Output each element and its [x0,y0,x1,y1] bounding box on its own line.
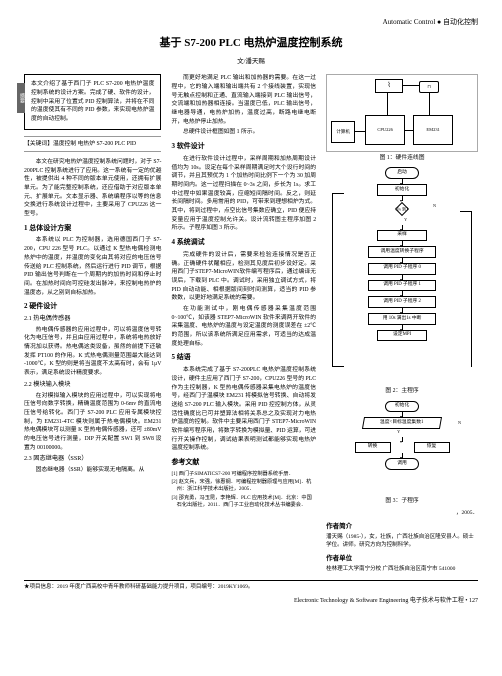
abstract-text: 本文介绍了基于西门子 PLC S7-200 电热炉温度控制系统的设计方案。完成了… [31,81,154,122]
ref-2: [2] 赵文兵，宋强，徐惠钢．可编程控制器原理与应用[M]．杭州：浙江科学技术出… [177,479,316,494]
sec4-p2: 在功能测试中，刚电偶传感器采集温度范围 0~100℃，如该器 STEP7-Mic… [171,305,316,348]
fc3-convert: 转换 [355,442,391,454]
figure-3-flowchart: 初始化 温度<目标温度集数1 N Y 转换 恢复 调用 [326,401,478,497]
sec4-title: 4 系统调试 [171,238,316,248]
fc3-restore: 恢复 [414,442,450,454]
fc-interrupt: 用 10s 满出1s 中断 [368,313,436,325]
col2-p0: 而更好地满足 PLC 输出和加热器的需要。在这一过程中，它的输入端和输出端共有 … [171,74,316,126]
sec2-3-p1: 固态继电器（SSR）能够实现无电隔离。从 [24,466,161,475]
sec3-p1: 在进行软件设计过程中，采样周期和加热周期设计值均为 10s。设定在每个采样周期满… [171,155,316,233]
abstract-tab: 摘要 [17,83,25,113]
author-info-title: 作者简介 [326,522,478,531]
article-title: 基于 S7-200 PLC 电热炉温度控制系统 [24,36,478,51]
fc-sample: 采样 [377,230,427,242]
references: [1] 西门子SIMATICS7-200 可编程序控制器系统手册． [2] 赵文… [171,471,316,509]
fig3-caption: 图 3：子程序 [326,497,478,505]
page-footer: Electronic Technology & Software Enginee… [24,597,478,605]
refs-title: 参考文献 [171,458,316,468]
sec3-title: 3 软件设计 [171,142,316,152]
unit-p1: 桂林理工大学南宁分校 广西壮族自治区南宁市 541000 [326,566,478,574]
author-info-p1: 潘天赐（1985-），女，壮族，广西壮族自治区隆安县人。硕士学位。讲师。研究方向… [326,534,478,549]
sec2-1-title: 2.1 热电偶传感器 [24,315,161,324]
fc3-y: Y [397,429,400,434]
ref-3: [3] 邵克勇，冯玉昆，李艳辉．PLC 应用技术[M]．北京：中国石化出版社，2… [177,495,316,510]
author-info: 潘天赐（1985-），女，壮族，广西壮族自治区隆安县人。硕士学位。讲师。研究方向… [326,534,478,549]
col2-p0b: 总硬件设计框图如图 1 所示。 [171,128,316,137]
author-line: 文/潘天赐 [24,57,478,66]
fc3-init: 初始化 [385,401,419,413]
fc-start: 启动 [385,167,419,179]
fc-temp-conv: 调用温度转换子程序 [368,246,436,258]
intro-p1: 本文在研究电热炉温度控制系统问题时，对于 S7-200PLC 控制系统进行了应用… [24,158,161,219]
fc-pid2: 调用 PID 子程序 2 [368,296,436,308]
fig1-caption: 图 1：硬件连线图 [326,154,478,162]
fc-label-n: N [433,203,436,209]
abstract-box: 摘要 本文介绍了基于西门子 PLC S7-200 电热炉温度控制系统的设计方案。… [24,74,161,129]
sec5-p1: 本系统完成了基于 S7-200PLC 电热炉温度控制系统设计，硬件主应用了西门子… [171,366,316,453]
keywords: 【关键词】温度控制 电热炉 S7-200 PLC PID [24,136,161,152]
fc-pid1: 调用 PID 子程序 1 [368,280,436,292]
sec2-2-p1: 在对模拟输入模块的应用过程中，可以实现将电压信号向数字转换，精确温度范围为 0-… [24,392,161,453]
sec2-2-title: 2.2 模块输入模块 [24,381,161,390]
project-footer: ★项目信息：2019 年度广西高校中青年教师科研基础能力提升项目，项目编号：20… [24,580,478,592]
fc3-decision: 温度<目标温度集数1 [362,417,442,429]
sec2-title: 2 硬件设计 [24,302,161,312]
fc-pid0: 调用 PID 子程序 0 [368,263,436,275]
figure-2-flowchart: 启动 初始化 10s 到？ N Y 采样 调用温度转换子程序 调用 PID 子程… [326,167,478,387]
fc-decision-10s: 10s 到？ [395,202,409,216]
sec2-3-title: 2.3 固态继电器（SSR） [24,455,161,464]
sec1-title: 1 总体设计方案 [24,224,161,234]
sec2-1-p1: 热电偶传感器的应用过程中，可以将温度信号转化为电压信号，并且由应用过程中，系统将… [24,326,161,378]
hw-computer: 计算机 [331,121,355,143]
ref-year: ，2005． [326,510,478,518]
hw-em231: EM231 [413,115,453,145]
fc-init: 初始化 [377,184,427,196]
fc-mpi: 设定MPI [377,330,427,342]
unit-title: 作者单位 [326,554,478,563]
ref-1: [1] 西门子SIMATICS7-200 可编程序控制器系统手册． [177,471,316,478]
hw-cpu: CPU226 [365,115,405,145]
unit-info: 桂林理工大学南宁分校 广西壮族自治区南宁市 541000 [326,566,478,574]
header-category: Automatic Control ● 自动化控制 [24,18,478,28]
figure-1-hardware: 计算机 CPU226 EM231 ⌇ ⊓ [326,74,478,152]
fc-label-y: Y [404,217,407,222]
hw-heater: ⌇ [375,79,403,93]
fc3-n: N [458,420,461,426]
sec5-title: 5 结语 [171,353,316,363]
fc3-call: 调用 [385,458,419,470]
sec4-p1: 完成硬件的设计后，需要来检验连接情况是否正确。正确硬件状醒相应，检测其见度后初步… [171,251,316,303]
sec1-p1: 本系统以 PLC 为控制器，选用德国西门子 S7-200，CPU 226 型号 … [24,236,161,297]
fig2-caption: 图 2：主程序 [326,387,478,395]
hw-sensor: ⊓ [419,81,439,93]
